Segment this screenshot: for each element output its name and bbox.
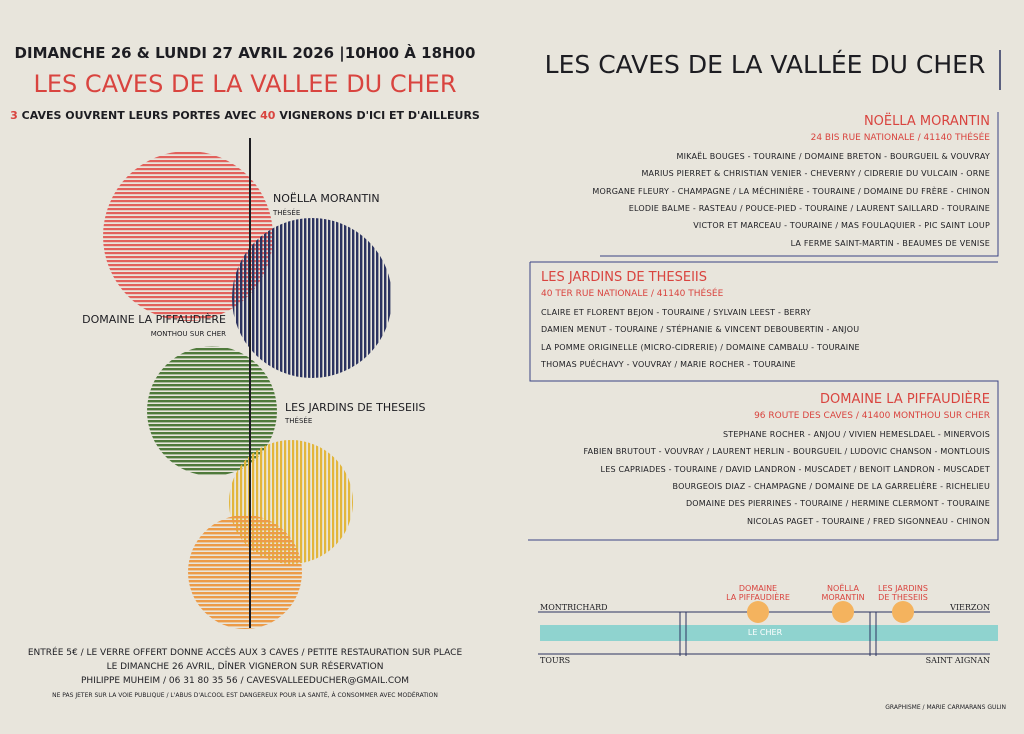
cellar-address: 96 ROUTE DES CAVES / 41400 MONTHOU SUR C… xyxy=(754,411,990,421)
circle-place: THÉSÉE xyxy=(285,417,313,425)
circle-place: MONTHOU SUR CHER xyxy=(150,330,226,338)
subtitle-number: 3 xyxy=(10,109,18,122)
vigneron-line: DOMAINE DES PIERRINES - TOURAINE / HERMI… xyxy=(685,499,990,509)
vigneron-line: VICTOR ET MARCEAU - TOURAINE / MAS FOULA… xyxy=(693,221,990,231)
stop-line: MORANTIN xyxy=(821,593,865,602)
stop-line: DE THESEIIS xyxy=(878,593,928,602)
map-stop: NOËLLA MORANTIN xyxy=(821,584,864,602)
stop-line: LES JARDINS xyxy=(878,584,928,593)
town: MONTRICHARD xyxy=(540,603,608,612)
subtitle-number: 40 xyxy=(260,109,276,122)
circle-label: DOMAINE LA PIFFAUDIÈRE xyxy=(82,313,226,326)
subtitle: 3 CAVES OUVRENT LEURS PORTES AVEC 40 VIG… xyxy=(10,109,480,122)
date-line: DIMANCHE 26 & LUNDI 27 AVRIL 2026 |10H00… xyxy=(14,44,476,62)
vigneron-line: STEPHANE ROCHER - ANJOU / VIVIEN HEMESLD… xyxy=(723,430,990,439)
vigneron-line: ELODIE BALME - RASTEAU / POUCE-PIED - TO… xyxy=(628,203,990,213)
vigneron-line: LA POMME ORIGINELLE (MICRO-CIDRERIE) / D… xyxy=(541,342,860,352)
vigneron-line: LES CAPRIADES - TOURAINE / DAVID LANDRON… xyxy=(600,464,990,474)
vigneron-line: BOURGEOIS DIAZ - CHAMPAGNE / DOMAINE DE … xyxy=(672,481,990,491)
stop-line: DOMAINE xyxy=(738,584,778,593)
vigneron-line: MARIUS PIERRET & CHRISTIAN VENIER - CHEV… xyxy=(641,169,990,179)
cellar-address: 24 BIS RUE NATIONALE / 41140 THÉSÉE xyxy=(810,133,990,143)
cellar-address: 40 TER RUE NATIONALE / 41140 THÉSÉE xyxy=(541,289,724,299)
credit: GRAPHISME / MARIE CARMARANS GULIN xyxy=(885,704,1006,711)
river-label: LE CHER xyxy=(747,628,783,637)
subtitle-text: CAVES OUVRENT LEURS PORTES AVEC xyxy=(21,109,257,122)
map-stop: DOMAINE LA PIFFAUDIÈRE xyxy=(726,584,790,602)
footer-note: NE PAS JETER SUR LA VOIE PUBLIQUE / L'AB… xyxy=(52,692,438,699)
footer-line: LE DIMANCHE 26 AVRIL, DÎNER VIGNERON SUR… xyxy=(106,662,384,672)
frames xyxy=(528,112,999,541)
circle-red xyxy=(103,151,273,321)
circle-label: NOËLLA MORANTIN xyxy=(273,192,380,205)
circle-place: THÉSÉE xyxy=(273,209,301,217)
circle-orange xyxy=(188,515,302,629)
cellar-name: NOËLLA MORANTIN xyxy=(863,114,990,129)
vigneron-line: CLAIRE ET FLORENT BEJON - TOURAINE / SYL… xyxy=(541,308,811,317)
right-title: LES CAVES DE LA VALLÉE DU CHER xyxy=(544,50,986,79)
circle-label: LES JARDINS DE THESEIIS xyxy=(285,401,426,414)
map xyxy=(538,601,998,656)
circle-green xyxy=(147,346,277,476)
vigneron-line: MIKAËL BOUGES - TOURAINE / DOMAINE BRETO… xyxy=(676,152,990,161)
stop-line: LA PIFFAUDIÈRE xyxy=(726,593,790,602)
footer-line: ENTRÉE 5€ / LE VERRE OFFERT DONNE ACCÈS … xyxy=(27,648,463,658)
footer-line: PHILIPPE MUHEIM / 06 31 80 35 56 / CAVES… xyxy=(81,676,409,686)
town: VIERZON xyxy=(950,603,990,612)
stop-line: NOËLLA xyxy=(827,584,859,593)
left-title: LES CAVES DE LA VALLEE DU CHER xyxy=(33,70,457,98)
subtitle-text: VIGNERONS D'ICI ET D'AILLEURS xyxy=(279,109,480,122)
cellar-name: LES JARDINS DE THESEIIS xyxy=(541,270,707,285)
town: SAINT AIGNAN xyxy=(925,656,990,665)
map-stop: LES JARDINS DE THESEIIS xyxy=(878,584,928,602)
vigneron-line: LA FERME SAINT-MARTIN - BEAUMES DE VENIS… xyxy=(790,238,990,248)
vigneron-line: DAMIEN MENUT - TOURAINE / STÉPHANIE & VI… xyxy=(541,325,860,335)
vigneron-line: FABIEN BRUTOUT - VOUVRAY / LAURENT HERLI… xyxy=(583,447,990,457)
vigneron-line: THOMAS PUÉCHAVY - VOUVRAY / MARIE ROCHER… xyxy=(541,359,796,369)
vigneron-line: MORGANE FLEURY - CHAMPAGNE / LA MÉCHINIÈ… xyxy=(592,186,990,196)
circle-navy xyxy=(232,218,392,378)
vigneron-line: NICOLAS PAGET - TOURAINE / FRED SIGONNEA… xyxy=(746,516,990,526)
cellar-name: DOMAINE LA PIFFAUDIÈRE xyxy=(820,392,990,407)
town: TOURS xyxy=(540,656,571,665)
